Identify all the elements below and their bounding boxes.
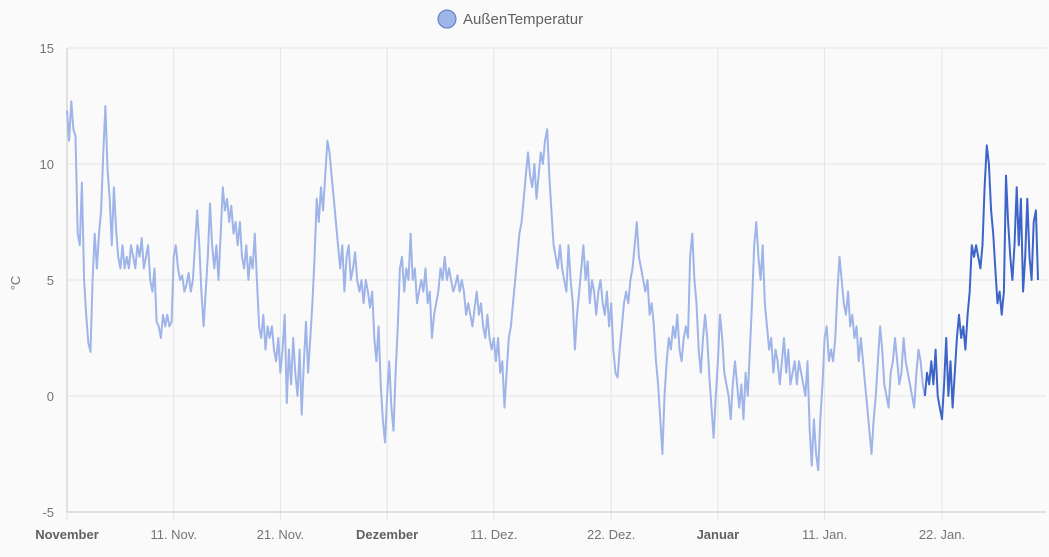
x-tick-label: 22. Dez. <box>587 527 635 542</box>
x-tick-label: Dezember <box>356 527 418 542</box>
x-tick-label: 11. Nov. <box>150 527 196 542</box>
x-tick-label: November <box>35 527 99 542</box>
legend-swatch[interactable] <box>437 9 457 29</box>
series-area <box>66 100 1039 472</box>
y-tick-label: -5 <box>42 505 54 520</box>
x-tick-label: Januar <box>697 527 740 542</box>
series-line <box>66 100 926 472</box>
series-line-recent <box>923 144 1039 421</box>
legend[interactable]: AußenTemperatur <box>437 9 583 29</box>
x-axis: November 11. Nov. 21. Nov. Dezember 11. Dez.… <box>35 511 1046 542</box>
y-axis-label: °C <box>8 276 23 291</box>
y-tick-label: 15 <box>40 41 54 56</box>
gridlines <box>66 47 1046 520</box>
x-tick-label: 11. Dez. <box>470 527 517 542</box>
legend-label[interactable]: AußenTemperatur <box>463 11 583 28</box>
y-tick-label: 10 <box>40 157 54 172</box>
x-tick-label: 21. Nov. <box>257 527 304 542</box>
y-tick-label: 5 <box>47 273 54 288</box>
x-tick-label: 22. Jan. <box>919 527 965 542</box>
y-axis: 15 10 5 0 -5 <box>40 41 68 520</box>
y-tick-label: 0 <box>47 389 54 404</box>
x-tick-label: 11. Jan. <box>802 527 847 542</box>
